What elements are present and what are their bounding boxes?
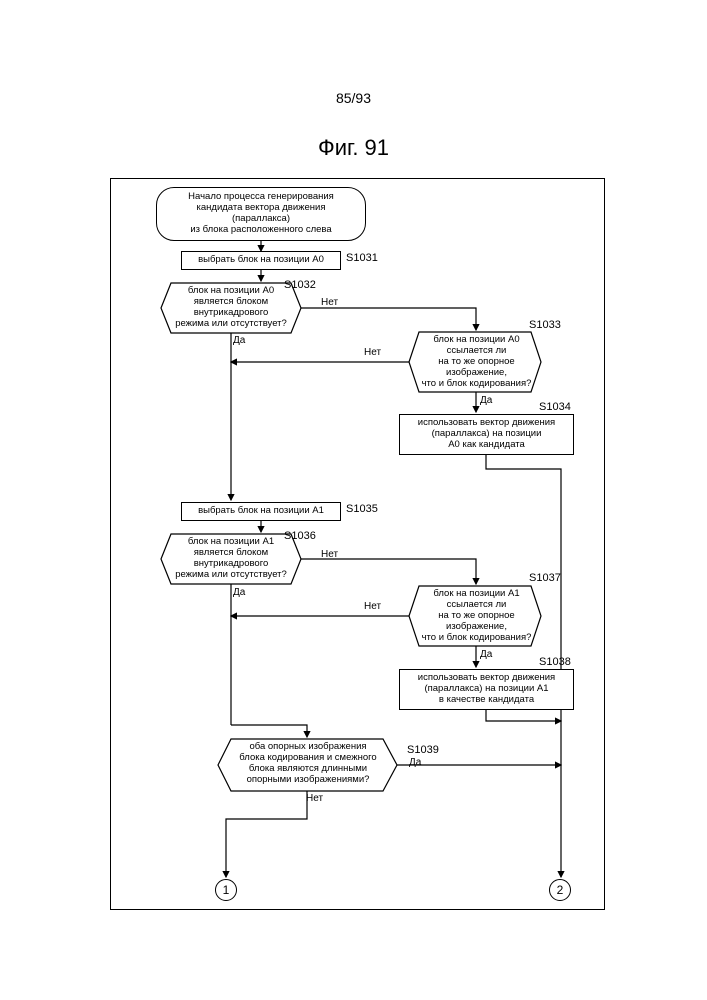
decision-a0-intra-text: блок на позиции A0является блокомвнутрик… bbox=[175, 285, 287, 329]
edge-d1-yes: Да bbox=[233, 335, 245, 346]
connector-2: 2 bbox=[549, 879, 571, 901]
page-number: 85/93 bbox=[0, 90, 707, 106]
edge-d4-no: Нет bbox=[364, 601, 381, 612]
decision-a0-intra: блок на позиции A0является блокомвнутрик… bbox=[166, 286, 296, 330]
decision-a1-sameref: блок на позиции A1ссылается лина то же о… bbox=[414, 589, 539, 644]
process-select-a0: выбрать блок на позиции A0 bbox=[181, 251, 341, 270]
label-s1034: S1034 bbox=[539, 401, 571, 413]
edge-d3-yes: Да bbox=[233, 587, 245, 598]
terminal-start-text: Начало процесса генерированиякандидата в… bbox=[188, 191, 334, 235]
decision-a1-sameref-text: блок на позиции A1ссылается лина то же о… bbox=[422, 588, 532, 643]
edge-d2-yes: Да bbox=[480, 395, 492, 406]
decision-a0-sameref: блок на позиции A0ссылается лина то же о… bbox=[414, 335, 539, 390]
label-s1039: S1039 bbox=[407, 744, 439, 756]
decision-a0-sameref-text: блок на позиции A0ссылается лина то же о… bbox=[422, 334, 532, 389]
edge-d3-no: Нет bbox=[321, 549, 338, 560]
process-use-a0-text: использовать вектор движения(параллакса)… bbox=[418, 417, 555, 450]
figure-title: Фиг. 91 bbox=[0, 135, 707, 161]
label-s1035: S1035 bbox=[346, 503, 378, 515]
edge-d2-no: Нет bbox=[364, 347, 381, 358]
label-s1031: S1031 bbox=[346, 252, 378, 264]
edge-d5-yes: Да bbox=[409, 757, 421, 768]
process-use-a1-text: использовать вектор движения(параллакса)… bbox=[418, 672, 555, 705]
terminal-start: Начало процесса генерированиякандидата в… bbox=[156, 187, 366, 241]
decision-both-long: оба опорных изображенияблока кодирования… bbox=[223, 742, 393, 786]
process-select-a1: выбрать блок на позиции A1 bbox=[181, 502, 341, 521]
process-use-a1: использовать вектор движения(параллакса)… bbox=[399, 669, 574, 710]
decision-both-long-text: оба опорных изображенияблока кодирования… bbox=[239, 741, 376, 785]
decision-a1-intra-text: блок на позиции A1является блокомвнутрик… bbox=[175, 536, 287, 580]
flowchart-frame: Начало процесса генерированиякандидата в… bbox=[110, 178, 605, 910]
label-s1038: S1038 bbox=[539, 656, 571, 668]
edge-d4-yes: Да bbox=[480, 649, 492, 660]
label-s1037: S1037 bbox=[529, 572, 561, 584]
decision-a1-intra: блок на позиции A1является блокомвнутрик… bbox=[166, 537, 296, 581]
edge-d1-no: Нет bbox=[321, 297, 338, 308]
connector-1: 1 bbox=[215, 879, 237, 901]
label-s1033: S1033 bbox=[529, 319, 561, 331]
process-use-a0: использовать вектор движения(параллакса)… bbox=[399, 414, 574, 455]
process-select-a1-text: выбрать блок на позиции A1 bbox=[198, 505, 324, 516]
process-select-a0-text: выбрать блок на позиции A0 bbox=[198, 254, 324, 265]
edge-d5-no: Нет bbox=[306, 793, 323, 804]
